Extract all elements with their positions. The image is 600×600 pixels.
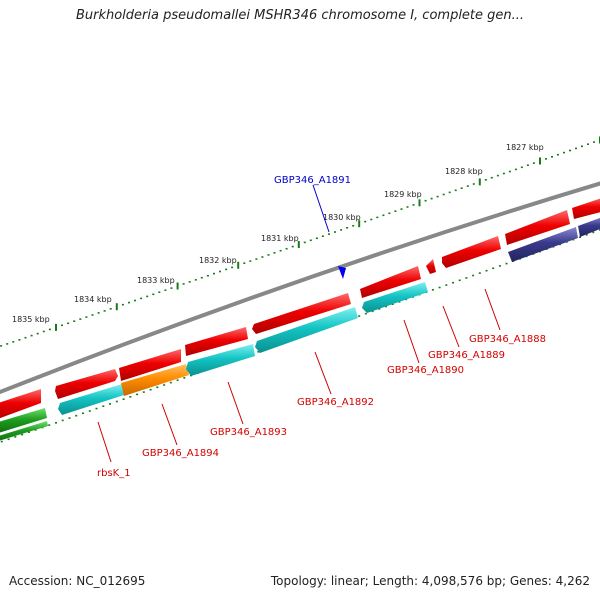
gene-feature[interactable] (572, 197, 600, 219)
gene-feature[interactable] (252, 293, 351, 334)
scale-label: 1828 kbp (445, 167, 483, 176)
forward-strand-genes (0, 197, 600, 420)
gene-feature[interactable] (255, 307, 358, 353)
gene-feature[interactable] (505, 210, 570, 245)
leader-line (314, 351, 332, 395)
leader-line (312, 184, 330, 233)
leader-line (484, 288, 501, 331)
gene-feature[interactable] (119, 349, 181, 381)
gene-feature[interactable] (508, 227, 578, 262)
gene-label-gbp346-a1888[interactable]: GBP346_A1888 (469, 334, 546, 345)
gene-feature[interactable] (0, 389, 41, 420)
gene-feature[interactable] (186, 344, 255, 376)
gene-label-gbp346-a1892[interactable]: GBP346_A1892 (297, 397, 374, 408)
scale-label: 1833 kbp (137, 276, 175, 285)
scale-label: 1834 kbp (74, 295, 112, 304)
feature-marker[interactable] (338, 266, 346, 279)
gene-feature[interactable] (426, 259, 436, 274)
map-title: Burkholderia pseudomallei MSHR346 chromo… (75, 8, 525, 23)
gene-label-gbp346-a1893[interactable]: GBP346_A1893 (210, 427, 287, 438)
leader-line (97, 421, 112, 463)
leader-line (227, 381, 244, 425)
gene-label-gbp346-a1889[interactable]: GBP346_A1889 (428, 350, 505, 361)
scale-label: 1830 kbp (323, 213, 361, 222)
scale-label: 1831 kbp (261, 234, 299, 243)
scale-label: 1835 kbp (12, 315, 50, 324)
accession-text: Accession: NC_012695 (9, 574, 146, 588)
leader-line (442, 305, 460, 348)
gene-feature[interactable] (442, 236, 501, 268)
gene-feature[interactable] (0, 408, 47, 434)
gene-labels: rbsK_1 GBP346_A1894 GBP346_A1893 GBP346_… (97, 175, 546, 479)
scale-label: 1827 kbp (506, 143, 544, 152)
gene-feature[interactable] (121, 364, 189, 396)
gene-feature[interactable] (185, 327, 248, 356)
scale-labels: 1835 kbp 1834 kbp 1833 kbp 1832 kbp 1831… (12, 143, 544, 324)
scale-label: 1832 kbp (199, 256, 237, 265)
reverse-strand-genes (0, 282, 428, 442)
gene-feature[interactable] (362, 282, 428, 313)
gene-feature[interactable] (55, 369, 118, 399)
gene-label-gbp346-a1890[interactable]: GBP346_A1890 (387, 365, 464, 376)
gene-feature[interactable] (58, 384, 124, 415)
gene-label-gbp346-a1891[interactable]: GBP346_A1891 (274, 175, 351, 186)
leader-line (161, 403, 178, 446)
topology-summary: Topology: linear; Length: 4,098,576 bp; … (270, 574, 590, 588)
label-leader-lines (97, 184, 501, 463)
gene-feature[interactable] (360, 266, 421, 298)
scale-minor-ticks (0, 136, 600, 347)
scale-label: 1829 kbp (384, 190, 422, 199)
gene-feature[interactable] (578, 216, 600, 237)
gene-label-gbp346-a1894[interactable]: GBP346_A1894 (142, 448, 219, 459)
gene-feature[interactable] (0, 421, 48, 442)
gene-label-rbsk-1[interactable]: rbsK_1 (97, 468, 131, 479)
leader-line (403, 319, 420, 364)
sequence-backbone (0, 181, 600, 395)
